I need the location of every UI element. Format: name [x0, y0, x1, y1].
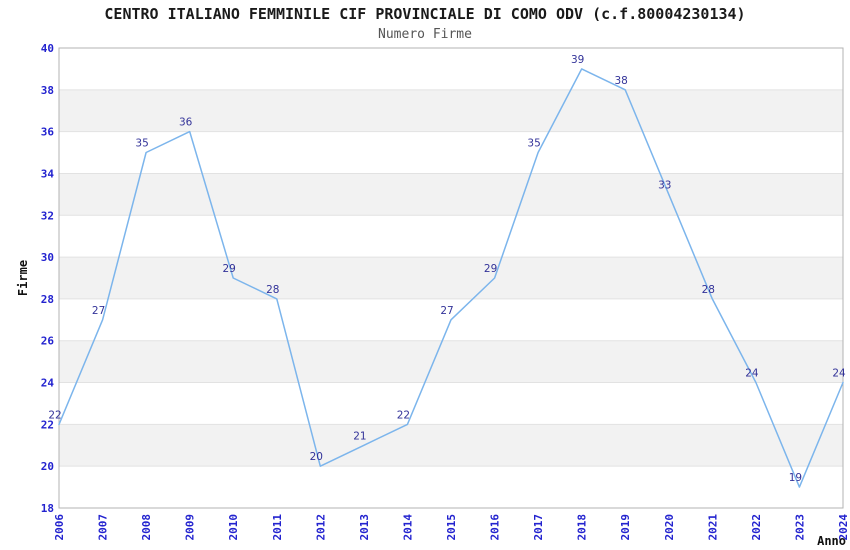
data-label: 33: [658, 179, 671, 191]
x-tick-label: 2024: [837, 514, 850, 541]
y-tick-label: 36: [41, 126, 55, 139]
plot-bands: [59, 89, 843, 467]
x-axis-tick-labels: 2006 2007 2008 2009 2010 2011 2012 2013 2014 2015…: [53, 514, 850, 541]
x-tick-label: 2006: [53, 514, 66, 541]
y-axis-tick-labels: 18 20 22 24 26 28 30 32 34 36 38 40: [41, 42, 55, 515]
data-label: 29: [223, 263, 236, 275]
plot-band: [59, 173, 843, 216]
plot-band: [59, 89, 843, 132]
x-tick-label: 2023: [793, 514, 806, 541]
data-label: 29: [484, 263, 497, 275]
x-tick-label: 2008: [140, 514, 153, 541]
data-label: 28: [266, 284, 279, 296]
y-axis-title: Firme: [16, 260, 30, 296]
data-label: 39: [571, 54, 584, 66]
x-tick-label: 2017: [532, 514, 545, 541]
x-tick-label: 2014: [401, 514, 414, 541]
y-tick-label: 26: [41, 335, 55, 348]
data-label: 27: [92, 305, 105, 317]
horizontal-gridlines: [59, 89, 843, 467]
x-tick-label: 2022: [750, 514, 763, 541]
y-tick-label: 30: [41, 251, 54, 264]
y-tick-label: 34: [41, 167, 55, 180]
series-path: [58, 68, 844, 488]
x-tick-label: 2013: [358, 514, 371, 541]
data-label: 22: [48, 409, 61, 421]
x-tick-label: 2018: [576, 514, 589, 541]
y-tick-label: 40: [41, 42, 54, 55]
data-label: 27: [440, 305, 453, 317]
plot-band: [59, 257, 843, 299]
x-tick-label: 2009: [184, 514, 197, 541]
x-tick-label: 2016: [489, 514, 502, 541]
y-tick-label: 20: [41, 460, 54, 473]
data-label: 36: [179, 117, 193, 129]
data-labels: 22 27 35 36 29 28 20 21 22 27 29 35 39 38 33 28 24 19 24: [48, 54, 846, 484]
y-tick-label: 18: [41, 502, 54, 515]
y-tick-label: 28: [41, 293, 54, 306]
data-label: 22: [397, 409, 410, 421]
y-tick-label: 38: [41, 84, 54, 97]
x-axis-title: Anno: [817, 534, 846, 548]
x-tick-label: 2015: [445, 514, 458, 541]
plot-band: [59, 340, 843, 383]
data-label: 19: [789, 472, 802, 484]
x-tick-label: 2010: [227, 514, 240, 541]
x-tick-label: 2020: [663, 514, 676, 541]
x-tick-label: 2021: [706, 514, 719, 541]
data-label: 24: [745, 368, 759, 380]
y-tick-label: 32: [41, 209, 54, 222]
data-label: 35: [527, 138, 540, 150]
chart-subtitle: Numero Firme: [378, 27, 472, 42]
series-line: [58, 68, 844, 488]
data-label: 35: [135, 138, 148, 150]
chart-title: CENTRO ITALIANO FEMMINILE CIF PROVINCIAL…: [104, 5, 746, 23]
plot-band: [59, 424, 843, 467]
plot-border: [58, 47, 844, 509]
x-tick-label: 2019: [619, 514, 632, 541]
x-tick-label: 2007: [97, 514, 110, 541]
data-label: 24: [832, 368, 846, 380]
y-tick-label: 22: [41, 418, 54, 431]
y-tick-label: 24: [41, 377, 55, 390]
x-tick-label: 2012: [314, 514, 327, 541]
data-label: 38: [615, 75, 628, 87]
data-label: 28: [702, 284, 715, 296]
x-tick-label: 2011: [271, 514, 284, 541]
data-label: 21: [353, 430, 366, 442]
data-label: 20: [310, 451, 323, 463]
